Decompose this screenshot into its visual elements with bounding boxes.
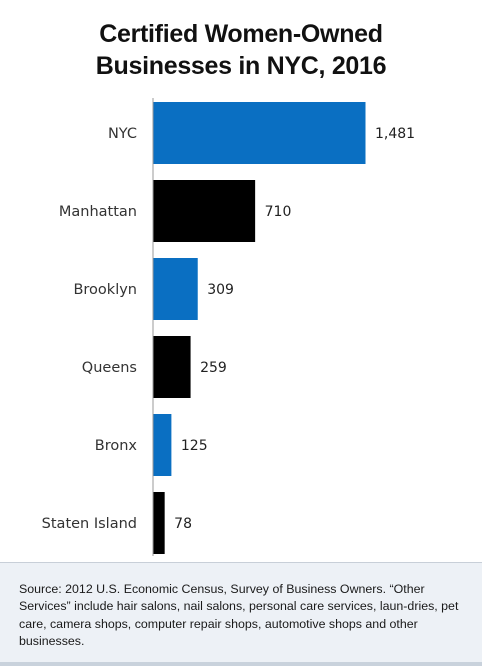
category-label-bronx: Bronx	[95, 438, 138, 454]
source-note: Source: 2012 U.S. Economic Census, Surve…	[19, 582, 459, 648]
bar-nyc	[153, 102, 366, 164]
value-label-queens: 259	[200, 360, 227, 376]
category-label-brooklyn: Brooklyn	[73, 282, 137, 298]
category-label-queens: Queens	[82, 360, 137, 376]
category-label-staten-island: Staten Island	[42, 516, 137, 532]
bar-queens	[153, 336, 191, 398]
category-label-manhattan: Manhattan	[59, 204, 137, 220]
chart-title-line-1: Certified Women-Owned	[99, 20, 383, 48]
bar-bronx	[153, 414, 172, 476]
chart-title: Certified Women-Owned Businesses in NYC,…	[0, 18, 482, 82]
value-label-nyc: 1,481	[375, 126, 415, 142]
chart-panel: Certified Women-Owned Businesses in NYC,…	[0, 18, 482, 556]
source-box: Source: 2012 U.S. Economic Census, Surve…	[0, 562, 482, 666]
chart-title-line-2: Businesses in NYC, 2016	[95, 52, 387, 80]
value-label-brooklyn: 309	[207, 282, 234, 298]
bar-staten-island	[153, 492, 165, 554]
value-label-bronx: 125	[181, 438, 208, 454]
value-label-manhattan: 710	[265, 204, 292, 220]
bar-brooklyn	[153, 258, 198, 320]
value-label-staten-island: 78	[174, 516, 192, 532]
bar-manhattan	[153, 180, 256, 242]
bar-chart: NYC 1,481 Manhattan 710 Brooklyn 309 Queens 259…	[42, 98, 415, 556]
category-label-nyc: NYC	[108, 126, 137, 142]
